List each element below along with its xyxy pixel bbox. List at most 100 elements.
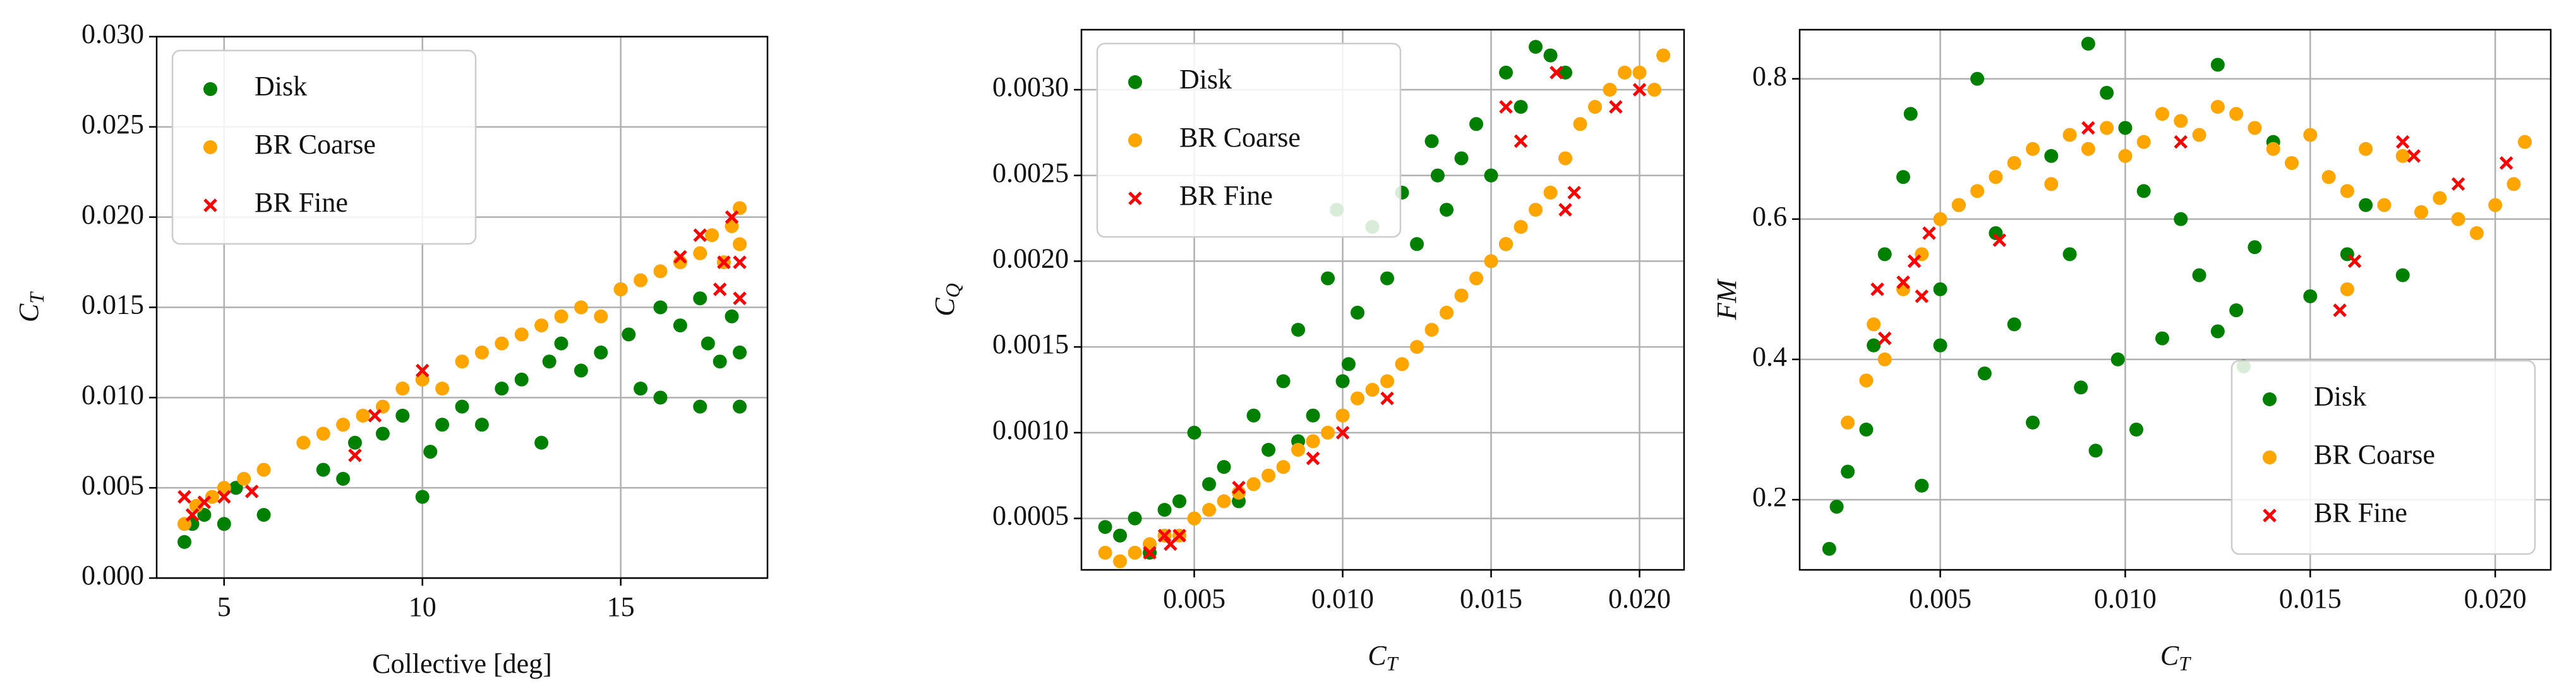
x-axis-label: CT <box>1368 640 1399 675</box>
point <box>1410 237 1424 251</box>
point <box>1903 107 1918 121</box>
point <box>2518 135 2532 149</box>
point <box>1321 425 1335 440</box>
legend-marker <box>2263 450 2277 464</box>
point <box>1877 247 1892 262</box>
point <box>474 345 489 359</box>
point <box>1335 374 1350 389</box>
point <box>2026 415 2040 430</box>
point <box>256 508 271 522</box>
point <box>2395 268 2410 282</box>
point <box>2155 331 2169 346</box>
point <box>1410 340 1424 354</box>
point <box>653 300 668 315</box>
point <box>1202 477 1217 492</box>
point <box>1514 220 1528 234</box>
point <box>1632 83 1647 97</box>
point <box>1484 254 1498 269</box>
point <box>1440 305 1454 320</box>
point <box>2340 282 2354 296</box>
point <box>1877 352 1892 366</box>
point <box>368 409 382 423</box>
plot-frame <box>1080 28 1685 571</box>
point <box>1232 480 1246 495</box>
point <box>2340 184 2354 198</box>
legend-label: BR Fine <box>1179 180 1273 211</box>
point <box>205 490 219 504</box>
point <box>2044 177 2059 191</box>
point <box>244 485 259 498</box>
y-tick-label: 0.2 <box>1752 481 1787 512</box>
point <box>395 408 410 423</box>
x-tick-label: 0.005 <box>1909 583 1971 614</box>
x-tick-label: 10 <box>409 591 436 622</box>
legend: Disk BR Coarse BR Fine <box>2230 359 2536 555</box>
point <box>1896 170 1910 184</box>
point <box>395 382 410 396</box>
point <box>1951 198 1966 212</box>
point <box>185 508 200 522</box>
point <box>1970 184 1985 198</box>
point <box>1647 83 1662 97</box>
point <box>693 246 707 260</box>
point <box>713 354 727 369</box>
point <box>316 462 330 477</box>
point <box>2499 156 2513 170</box>
point <box>435 418 450 432</box>
point <box>1970 71 1985 86</box>
legend-box <box>2230 359 2536 555</box>
point <box>2488 198 2503 212</box>
point <box>1395 357 1409 371</box>
point <box>2248 240 2262 255</box>
point <box>2321 170 2336 184</box>
point <box>2062 247 2077 262</box>
x-tick-label: 0.020 <box>2464 583 2527 614</box>
point <box>1469 117 1484 131</box>
point <box>1261 468 1276 483</box>
point <box>1841 415 1855 430</box>
point <box>495 336 509 351</box>
point <box>594 309 608 323</box>
point <box>423 445 438 459</box>
y-tick-label: 0.020 <box>81 199 144 230</box>
point <box>2395 148 2410 163</box>
x-axis-label: Collective [deg] <box>372 648 552 679</box>
y-tick-label: 0.000 <box>81 560 144 591</box>
point <box>2248 121 2262 135</box>
point <box>653 264 668 279</box>
legend-marker <box>203 198 217 212</box>
point <box>1514 100 1528 114</box>
point <box>1098 545 1112 560</box>
point <box>717 255 731 269</box>
point <box>1558 203 1572 217</box>
point <box>2062 128 2077 142</box>
point <box>1187 511 1201 526</box>
point <box>1529 40 1543 54</box>
point <box>2303 289 2318 303</box>
point <box>693 291 707 306</box>
point <box>1380 374 1395 389</box>
legend-marker <box>203 82 217 96</box>
point <box>1907 254 1922 269</box>
legend-label: Disk <box>1179 64 1232 95</box>
point <box>574 363 588 378</box>
point <box>2007 155 2021 170</box>
point <box>348 448 362 462</box>
point <box>1859 373 1874 388</box>
point <box>1915 289 1929 303</box>
point <box>1977 366 1992 381</box>
point <box>1440 203 1454 217</box>
point <box>336 471 351 486</box>
point <box>316 426 330 441</box>
x-tick-label: 15 <box>607 591 635 622</box>
point <box>2210 324 2225 339</box>
point <box>2469 226 2484 241</box>
point <box>2359 142 2373 156</box>
point <box>1573 117 1587 131</box>
point <box>1335 408 1350 423</box>
point <box>237 471 251 486</box>
point <box>2174 135 2188 149</box>
point <box>634 382 648 396</box>
point <box>229 481 243 495</box>
point <box>2007 317 2021 332</box>
